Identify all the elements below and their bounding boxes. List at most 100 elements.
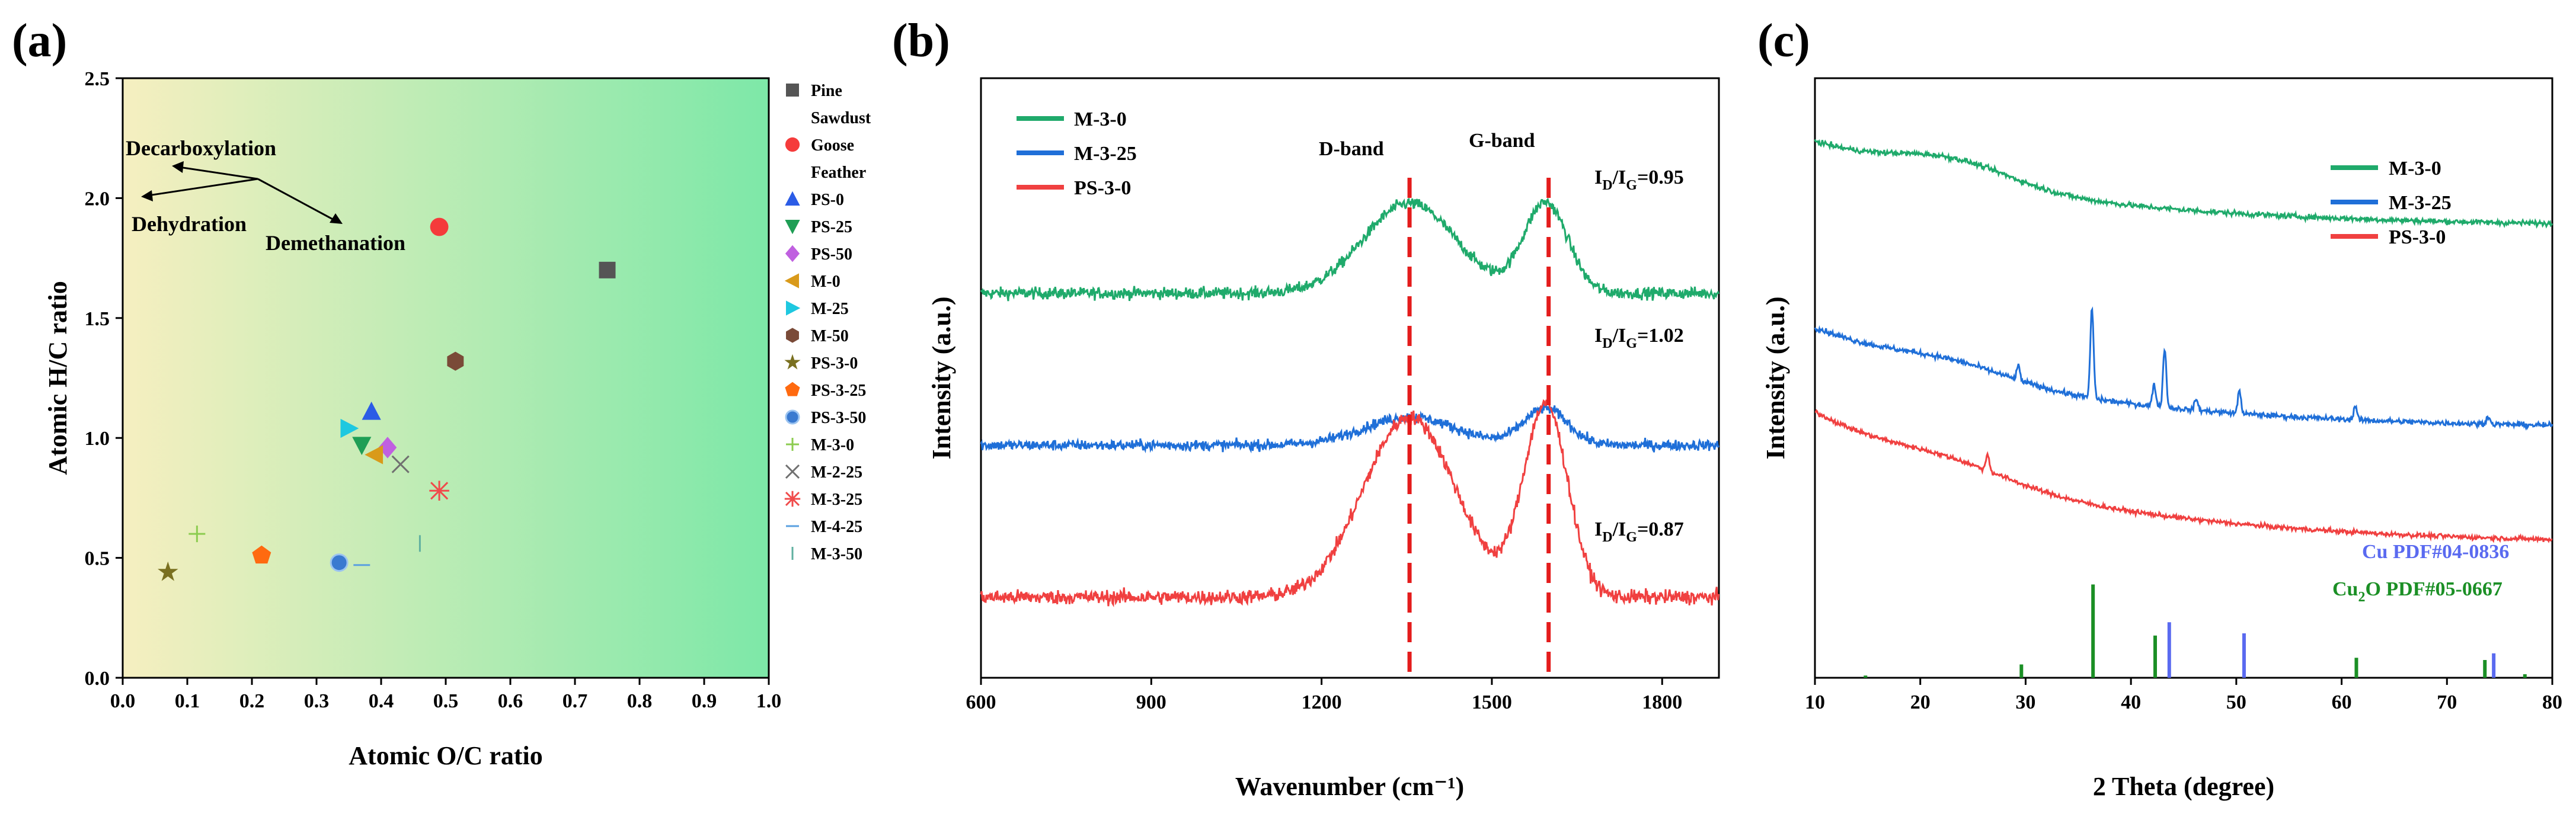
x-tick-label: 0.4 [369,690,394,712]
panel-b-y-axis-title: Intensity (a.u.) [927,296,956,459]
panel-a-data-points [157,217,616,581]
data-point-m-0 [365,445,383,464]
x-tick-label: 10 [1805,691,1825,713]
panel-b-plot-frame [980,77,1720,679]
panel-b-spectra [980,197,1720,607]
cu2o-label-post: O PDF#05-0667 [2365,578,2502,600]
x-tick-label: 0.1 [175,690,200,712]
x-tick-label: 1200 [1302,691,1342,713]
data-point-m-25 [340,418,359,438]
legend-label-m-3-0: M-3-0 [1074,108,1127,130]
arrowhead-dehydration [141,190,153,201]
arrow-to-decarboxylation [178,166,258,180]
legend-label-ps-0: PS-0 [811,191,844,209]
x-tick-label: 900 [1136,691,1166,713]
annotation-dehydration: Dehydration [132,212,247,236]
legend-marker-pine-sawdust [786,84,799,97]
x-tick-label: 60 [2332,691,2352,713]
panel-c-plot-frame [1814,77,2553,679]
x-tick-label: 0.6 [498,690,523,712]
panel-c-x-axis-title: 2 Theta (degree) [2093,772,2274,801]
legend-label-ps-3-25: PS-3-25 [811,382,866,400]
legend-label-ps-3-0: PS-3-0 [2389,226,2446,248]
panel-c-y-axis-title: Intensity (a.u.) [1761,296,1790,459]
legend-label-m-2-25: M-2-25 [811,463,862,482]
x-tick-label: 40 [2121,691,2141,713]
legend-label-ps-25: PS-25 [811,218,852,236]
x-tick-label: 1.0 [756,690,782,712]
cu2o-label-pre: Cu [2332,578,2358,600]
legend-marker-m-3-25 [784,491,801,507]
x-tick-label: 0.0 [110,690,136,712]
arrow-to-dehydration [148,178,258,197]
legend-label-pine-sawdust: Sawdust [811,109,871,127]
y-tick-label: 1.0 [85,428,110,450]
arrow-to-demethanation [257,178,335,222]
legend-label-pine-sawdust: Pine [811,82,842,100]
legend-marker-ps-25 [785,220,800,235]
annotation-decarboxylation: Decarboxylation [126,136,276,160]
pattern-m-3-25 [1814,306,2553,431]
legend-label-m-4-25: M-4-25 [811,518,862,536]
legend-marker-ps-0 [785,191,800,206]
panel-b-band-markers [1407,178,1551,678]
data-point-m-2-25 [391,455,410,473]
data-point-m-50 [447,351,464,371]
panel-a-legend: Pine Sawdust Goose Feather PS-0 PS-25 PS-50 M-0… [784,82,871,563]
y-tick-label: 1.5 [85,308,110,330]
cu2o-label-sub: 2 [2358,589,2365,605]
data-point-goose-feather [430,217,449,236]
panel-b: (b) 600 900 1200 1500 1800 Wavenumber (cm⁻¹)… [892,15,1720,801]
x-tick-label: 30 [2015,691,2035,713]
y-tick-label: 2.5 [85,68,110,90]
data-point-ps-3-0 [157,561,178,581]
legend-label-m-25: M-25 [811,300,849,318]
panel-c-legend: M-3-0 M-3-25 PS-3-0 [2331,158,2452,248]
panel-a-x-axis-title: Atomic O/C ratio [349,741,542,770]
panel-a-letter: (a) [12,15,67,67]
legend-label-ps-50: PS-50 [811,245,852,264]
legend-label-m-3-0: M-3-0 [2389,158,2441,180]
legend-label-ps-3-0: PS-3-0 [811,354,858,373]
x-tick-label: 70 [2437,691,2457,713]
annotation-demethanation: Demethanation [266,231,405,255]
x-tick-label: 0.7 [562,690,588,712]
data-point-ps-25 [352,437,372,456]
x-tick-label: 50 [2226,691,2246,713]
pattern-m-3-0 [1814,139,2553,229]
panel-a-plot-background [123,78,769,678]
legend-label-goose-feather: Goose [811,136,854,155]
legend-label-m-3-0: M-3-0 [811,436,854,454]
y-tick-label: 2.0 [85,188,110,210]
panel-c-letter: (c) [1757,15,1810,67]
y-tick-label: 0.5 [85,548,110,570]
data-point-ps-50 [378,437,397,459]
cu-reference-label: Cu PDF#04-0836 [2362,541,2509,563]
legend-marker-ps-3-50 [785,409,800,425]
legend-label-m-50: M-50 [811,327,849,345]
data-point-ps-3-50 [330,553,349,572]
panel-b-letter: (b) [892,15,950,67]
legend-marker-goose-feather [785,137,800,152]
pattern-ps-3-0 [1814,409,2553,544]
intensity-ratio-m-3-25: ID/IG=1.02 [1594,325,1684,351]
panel-c-axis-ticks: 10 20 30 40 50 60 70 80 [1805,678,2562,713]
y-tick-label: 0.0 [85,668,110,690]
spectrum-m-3-25 [980,403,1720,454]
legend-label-m-0: M-0 [811,273,840,291]
legend-label-m-3-25: M-3-25 [811,491,862,509]
spectrum-ps-3-0 [980,396,1720,607]
intensity-ratio-ps-3-0: ID/IG=0.87 [1594,518,1684,545]
panel-c-reference-sticks [1864,584,2527,678]
panel-c: (c) 10 20 30 40 50 60 70 80 2 Theta (degree) In… [1757,15,2562,801]
x-tick-label: 20 [1910,691,1931,713]
legend-marker-m-3-0 [786,438,799,451]
x-tick-label: 1500 [1472,691,1512,713]
panel-a: (a) 0.0 0.1 0.2 0.3 0.4 0.5 0.6 0.7 0.8 0.9 1.00.0… [12,15,871,770]
x-tick-label: 80 [2542,691,2562,713]
arrowhead-demethanation [330,213,343,224]
panel-b-legend: M-3-0 M-3-25 PS-3-0 [1017,108,1137,199]
legend-marker-ps-50 [785,245,800,262]
x-tick-label: 0.5 [433,690,459,712]
x-tick-label: 0.9 [692,690,717,712]
